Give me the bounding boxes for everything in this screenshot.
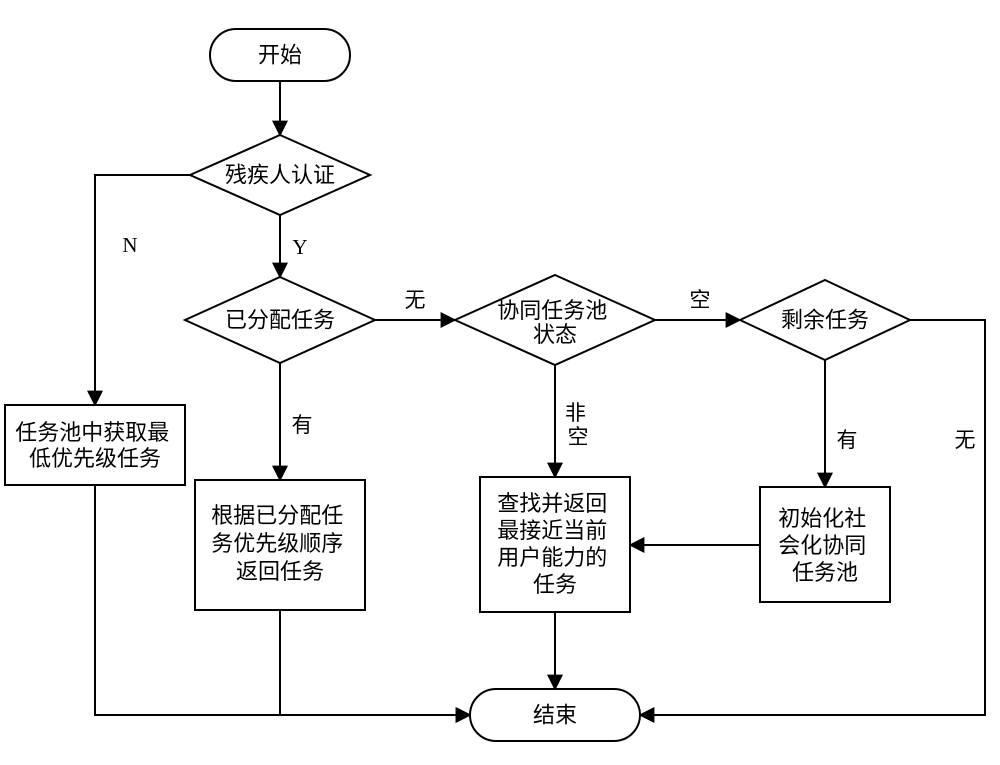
node-remaining: 剩余任务 bbox=[740, 280, 910, 360]
edge-label-poolstate-feikong: 非 空 bbox=[565, 401, 591, 449]
node-initpool: 初始化社 会化协同 任务池 bbox=[760, 487, 890, 602]
edge-label-remaining-you: 有 bbox=[837, 428, 858, 452]
edge-auth-lowprio bbox=[95, 175, 190, 405]
node-start: 开始 bbox=[210, 29, 350, 81]
edge-label-poolstate-kong: 空 bbox=[690, 288, 711, 312]
node-findnear: 查找并返回 最接近当前 用户能力的 任务 bbox=[480, 477, 630, 612]
edge-label-n: N bbox=[122, 233, 137, 257]
node-auth-label: 残疾人认证 bbox=[225, 163, 335, 188]
node-auth: 残疾人认证 bbox=[190, 135, 370, 215]
node-lowprio-label: 任务池中获取最 低优先级任务 bbox=[15, 420, 175, 471]
node-assigned-label: 已分配任务 bbox=[225, 308, 335, 333]
node-lowprio: 任务池中获取最 低优先级任务 bbox=[5, 405, 185, 485]
edge-label-y: Y bbox=[292, 235, 307, 259]
edge-label-assigned-you: 有 bbox=[292, 413, 313, 437]
node-remaining-label: 剩余任务 bbox=[781, 308, 869, 333]
flowchart-canvas: 开始 残疾人认证 已分配任务 协同任务池 状态 剩余任务 bbox=[0, 0, 1000, 765]
node-byprio: 根据已分配任 务优先级顺序 返回任务 bbox=[195, 480, 365, 610]
node-end-label: 结束 bbox=[533, 703, 577, 728]
node-initpool-label: 初始化社 会化协同 任务池 bbox=[778, 506, 872, 585]
edge-label-remaining-wu: 无 bbox=[955, 428, 976, 452]
edge-label-assigned-wu: 无 bbox=[405, 288, 426, 312]
node-start-label: 开始 bbox=[258, 43, 302, 68]
node-poolstate: 协同任务池 状态 bbox=[455, 275, 655, 365]
node-assigned: 已分配任务 bbox=[185, 277, 375, 363]
node-end: 结束 bbox=[470, 689, 640, 741]
